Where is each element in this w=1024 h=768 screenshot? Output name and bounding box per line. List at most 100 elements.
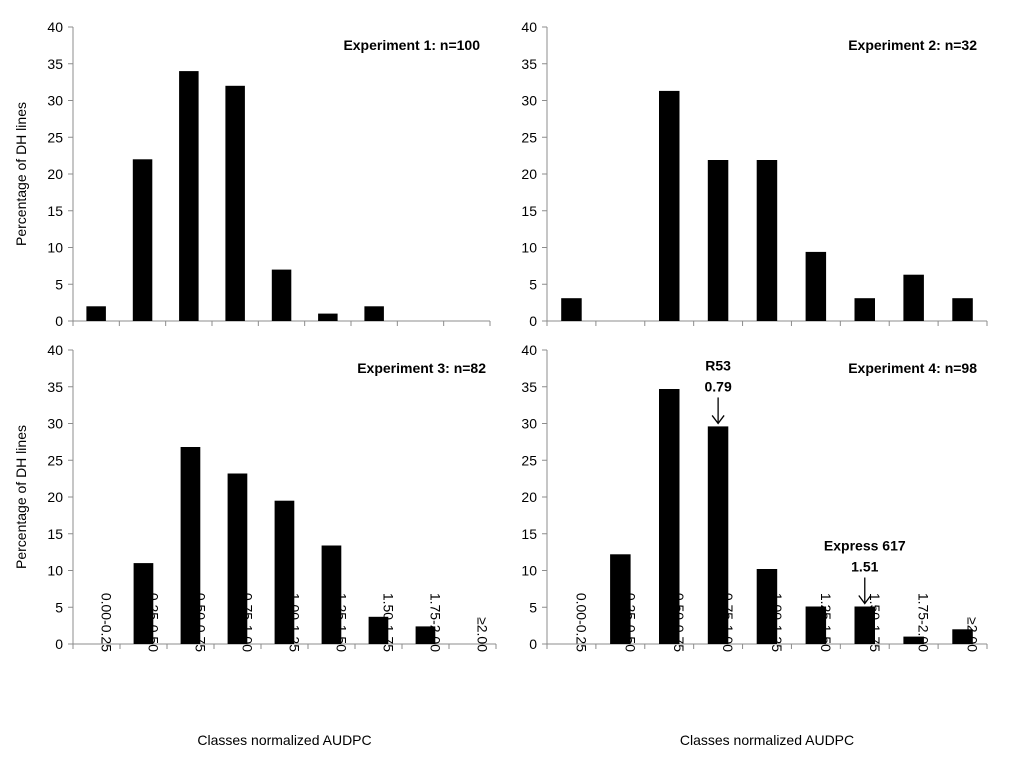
panel-2-bar-4 xyxy=(707,160,729,321)
panel-4-y-tick-label: 0 xyxy=(529,636,537,652)
panel-2-bar-9 xyxy=(952,298,973,321)
panel-4-bar-4 xyxy=(707,426,729,644)
panel-4-y-tick-label: 10 xyxy=(521,563,537,579)
panel-3-bar-6 xyxy=(321,545,342,644)
panel-1-label: Experiment 1: n=100 xyxy=(343,37,480,53)
panel-2-y-tick-label: 15 xyxy=(521,203,537,219)
panel-4-annotation-1-arrowhead xyxy=(711,415,725,425)
panel-3-bar-3 xyxy=(180,447,201,644)
panel-2-bar-5 xyxy=(756,160,778,321)
panel-3-bar-4 xyxy=(227,473,248,644)
panel-4-y-tick-label: 20 xyxy=(521,489,537,505)
panel-4-bar-2 xyxy=(610,554,631,644)
panel-3-x-tick-label: 1.00-1.25 xyxy=(287,593,303,652)
panel-1-bar-2 xyxy=(132,159,153,321)
panel-1-y-tick-label: 20 xyxy=(47,166,63,182)
panel-3-y-tick-label: 35 xyxy=(47,379,63,395)
panel-1-bar-6 xyxy=(318,313,338,321)
panel-1-y-tick-label: 15 xyxy=(47,203,63,219)
panel-1-bar-5 xyxy=(271,269,292,321)
panel-2-y-tick-label: 25 xyxy=(521,129,537,145)
panel-1-bar-7 xyxy=(364,306,384,321)
panel-3-bar-8 xyxy=(415,626,436,644)
panel-4-x-tick-label: 1.75-2.00 xyxy=(916,593,932,652)
panel-4-annotation-1-name: R53 xyxy=(705,357,731,373)
panel-2-y-tick-label: 5 xyxy=(529,276,537,292)
panel-4-bar-3 xyxy=(659,389,680,644)
panel-4-bar-8 xyxy=(903,636,924,644)
panel-3-y-tick-label: 40 xyxy=(47,342,63,358)
panel-4-annotation-1-value: 0.79 xyxy=(704,378,731,394)
panel-3-bar-7 xyxy=(368,616,389,644)
panel-2-bar-8 xyxy=(903,274,924,321)
panel-4-x-tick-label: ≥2.00 xyxy=(965,617,981,652)
panel-2-label: Experiment 2: n=32 xyxy=(848,37,977,53)
panel-2-bar-3 xyxy=(659,90,680,322)
panel-2-y-tick-label: 40 xyxy=(521,19,537,35)
panel-3-x-tick-label: 1.25-1.50 xyxy=(334,593,350,652)
panel-2-y-tick-label: 0 xyxy=(529,313,537,329)
panel-3-x-tick-label: 0.25-0.50 xyxy=(146,593,162,652)
panel-4-bar-7 xyxy=(854,606,875,644)
panel-4-x-tick-label: 0.25-0.50 xyxy=(622,593,638,652)
panel-3-y-tick-label: 20 xyxy=(47,489,63,505)
panel-4-y-tick-label: 25 xyxy=(521,452,537,468)
panel-4-x-tick-label: 1.25-1.50 xyxy=(818,593,834,652)
panel-3-x-axis-title: Classes normalized AUDPC xyxy=(197,732,371,748)
panel-3-x-tick-label: 0.00-0.25 xyxy=(99,593,115,652)
panel-4-y-tick-label: 5 xyxy=(529,599,537,615)
panel-4-bar-9 xyxy=(952,629,973,644)
panel-3-y-tick-label: 10 xyxy=(47,563,63,579)
panel-4-x-tick-label: 0.75-1.00 xyxy=(720,593,736,652)
panel-1-y-tick-label: 30 xyxy=(47,93,63,109)
panel-3-bar-5 xyxy=(274,500,295,644)
panel-4-label: Experiment 4: n=98 xyxy=(848,360,977,376)
panel-3-bar-2 xyxy=(133,563,154,644)
panel-1-y-tick-label: 25 xyxy=(47,129,63,145)
panel-1-bar-3 xyxy=(179,71,199,321)
panel-1-y-tick-label: 10 xyxy=(47,240,63,256)
panel-4-y-tick-label: 15 xyxy=(521,526,537,542)
panel-3: 0 5 10 15 20 25 30 35 40 0.00-0.25 0.25-0.50 0.50-0… xyxy=(13,342,497,748)
panel-2-y-tick-label: 35 xyxy=(521,56,537,72)
panel-4-y-tick-label: 30 xyxy=(521,416,537,432)
panel-1-bar-1 xyxy=(86,306,106,321)
panel-1-y-tick-label: 5 xyxy=(55,276,63,292)
panel-4-bar-5 xyxy=(756,569,778,644)
panel-4-bar-6 xyxy=(805,606,827,644)
panel-3-y-tick-label: 25 xyxy=(47,452,63,468)
panel-2-bar-7 xyxy=(854,298,875,321)
panel-2: 0 5 10 15 20 25 30 35 40 Experiment 2: n=32 xyxy=(521,19,988,329)
panel-4-x-tick-label: 0.50-0.75 xyxy=(671,593,687,652)
panel-3-x-tick-label: 1.50-1.75 xyxy=(381,593,397,652)
panel-1-y-axis-title: Percentage of DH lines xyxy=(13,102,29,246)
panel-2-bar-1 xyxy=(561,298,582,321)
panel-2-y-tick-label: 10 xyxy=(521,240,537,256)
panel-1-y-tick-label: 40 xyxy=(47,19,63,35)
panel-4-annotation-2-value: 1.51 xyxy=(851,559,878,575)
panel-3-y-axis-title: Percentage of DH lines xyxy=(13,425,29,569)
panel-1-bar-4 xyxy=(225,85,245,321)
panel-3-y-tick-label: 5 xyxy=(55,599,63,615)
panel-3-x-tick-label: 1.75-2.00 xyxy=(428,593,444,652)
panel-3-y-tick-label: 30 xyxy=(47,416,63,432)
panel-3-x-tick-label: 0.75-1.00 xyxy=(240,593,256,652)
panel-1: 0 5 10 15 20 25 30 35 40 Experiment 1: n=100 Perce… xyxy=(13,19,491,329)
panel-4-x-tick-label: 1.00-1.25 xyxy=(769,593,785,652)
panel-3-y-tick-label: 0 xyxy=(55,636,63,652)
panel-4-y-tick-label: 35 xyxy=(521,379,537,395)
panel-1-y-tick-label: 35 xyxy=(47,56,63,72)
panel-4: 0 5 10 15 20 25 30 35 40 0.00-0.25 0.25-0.50 0.50-0… xyxy=(521,342,988,748)
panel-2-y-tick-label: 20 xyxy=(521,166,537,182)
panel-1-y-tick-label: 0 xyxy=(55,313,63,329)
panel-2-y-tick-label: 30 xyxy=(521,93,537,109)
panel-2-bar-6 xyxy=(805,251,827,321)
panel-3-x-tick-label: 0.50-0.75 xyxy=(193,593,209,652)
panel-4-x-tick-label: 0.00-0.25 xyxy=(573,593,589,652)
panel-4-x-axis-title: Classes normalized AUDPC xyxy=(680,732,854,748)
panel-4-x-tick-label: 1.50-1.75 xyxy=(867,593,883,652)
panel-3-x-tick-label: ≥2.00 xyxy=(475,617,491,652)
panel-3-y-tick-label: 15 xyxy=(47,526,63,542)
panel-4-annotation-2-arrowhead xyxy=(858,595,872,605)
